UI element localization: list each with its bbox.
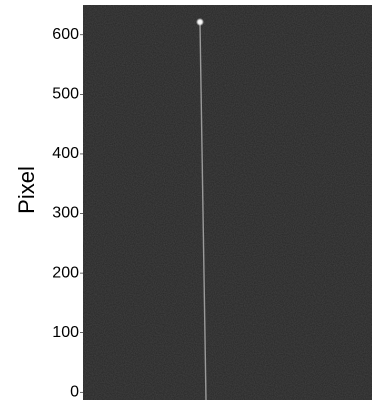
image-noise (83, 5, 372, 400)
page: Pixel 0100200300400500600 (() => { const… (0, 0, 372, 400)
y-axis-label: Pixel (14, 166, 39, 214)
chart: Pixel 0 100 200 300 400 500 600 (0, 0, 372, 400)
y-tick-label: 500 (52, 86, 79, 103)
y-tick-label: 100 (52, 324, 79, 341)
y-tick-label: 0 (70, 383, 79, 400)
image-area (83, 5, 372, 400)
y-tick-label: 200 (52, 264, 79, 281)
y-tick-label: 600 (52, 26, 79, 43)
y-tick-label: 400 (52, 145, 79, 162)
y-tick-label: 300 (52, 205, 79, 222)
bright-spot (196, 18, 204, 26)
